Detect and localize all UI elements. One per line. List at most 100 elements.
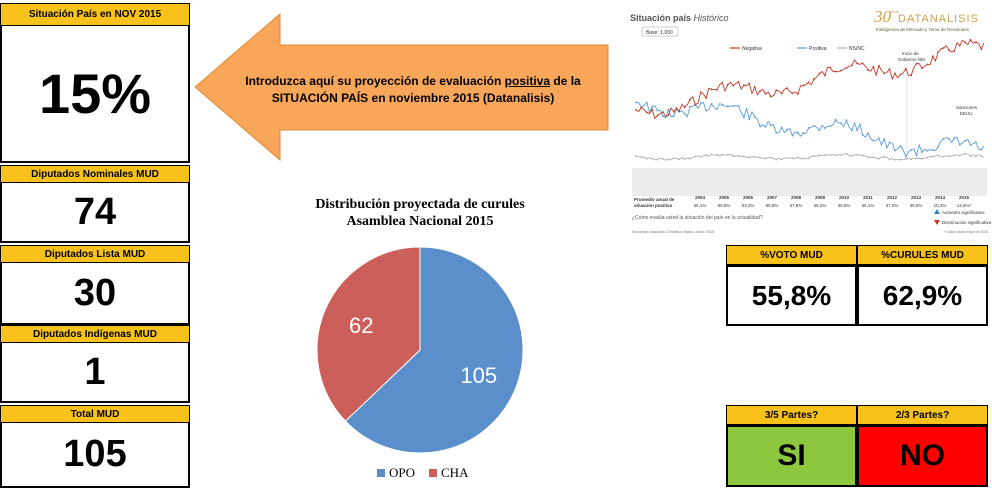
- hist-series-negativa-dot: [635, 108, 637, 111]
- hist-series-positiva-dot: [716, 108, 718, 110]
- hist-series-positiva-dot: [786, 128, 788, 131]
- dos-tercios-value[interactable]: NO: [857, 425, 988, 487]
- hist-series-nsnc-dot: [635, 155, 637, 157]
- hist-series-negativa-dot: [899, 73, 902, 76]
- hist-series-nsnc-dot: [964, 152, 967, 155]
- hist-series-positiva-dot: [710, 102, 713, 105]
- hist-series-negativa-dot: [937, 51, 940, 54]
- hist-year-average: 35,6%: [838, 203, 851, 208]
- hist-legend-nsnc: NS/NC: [849, 46, 865, 52]
- hist-series-negativa-dot: [656, 114, 659, 117]
- hist-year-average: 37,0%: [886, 203, 899, 208]
- hist-series-nsnc-dot: [662, 157, 664, 160]
- hist-series-negativa-dot: [867, 68, 869, 71]
- brand-tagline: Inteligencia de Mercado y Toma de Decisi…: [876, 27, 970, 32]
- hist-series-negativa-dot: [813, 78, 815, 80]
- hist-series-positiva-dot: [764, 125, 767, 128]
- hist-series-negativa-dot: [953, 50, 956, 52]
- hist-series-positiva-dot: [667, 108, 670, 111]
- voto-value[interactable]: 55,8%: [726, 265, 857, 326]
- hist-series-nsnc-dot: [721, 153, 724, 156]
- hist-series-positiva-dot: [975, 141, 977, 144]
- tres-quintos-header: 3/5 Partes?: [726, 405, 857, 425]
- lista-header: Diputados Lista MUD: [0, 245, 190, 263]
- hist-series-negativa-dot: [969, 39, 972, 41]
- hist-series-positiva-dot: [683, 112, 686, 115]
- hist-series-nsnc-dot: [877, 157, 880, 160]
- hist-series-nsnc-dot: [656, 158, 659, 161]
- indigenas-value[interactable]: 1: [0, 343, 190, 403]
- hist-row-label-1: Promedio anual de: [634, 197, 675, 202]
- hist-series-positiva-dot: [980, 148, 983, 151]
- total-value[interactable]: 105: [0, 423, 190, 488]
- hist-series-negativa-dot: [888, 68, 891, 70]
- brand-years: 30: [873, 7, 892, 26]
- hist-year-average: 14,6%*: [957, 203, 972, 208]
- hist-series-positiva-dot: [769, 124, 772, 127]
- hist-series-nsnc-dot: [910, 158, 913, 161]
- hist-series-negativa-dot: [737, 81, 740, 83]
- hist-series-positiva-dot: [883, 138, 886, 140]
- hist-series-positiva: [635, 101, 985, 158]
- hist-series-group: [635, 39, 985, 161]
- curules-value[interactable]: 62,9%: [857, 265, 988, 326]
- hist-series-positiva-dot: [845, 119, 848, 122]
- hist-series-nsnc-dot: [651, 157, 654, 160]
- hist-series-negativa-dot: [915, 62, 918, 65]
- hist-series-positiva-dot: [796, 131, 799, 134]
- hist-series-positiva-dot: [732, 105, 735, 107]
- hist-series-positiva-dot: [759, 125, 761, 128]
- nominales-header: Diputados Nominales MUD: [0, 165, 190, 183]
- hist-series-nsnc-dot: [975, 155, 977, 158]
- pie-slice-opo: [344, 246, 524, 454]
- hist-series-nsnc-dot: [672, 157, 675, 160]
- hist-series-negativa-dot: [710, 88, 713, 91]
- hist-series-negativa-dot: [948, 49, 950, 51]
- hist-year-label: 2013: [911, 195, 922, 200]
- hist-series-nsnc: [635, 153, 985, 161]
- hist-series-nsnc-dot: [953, 154, 956, 157]
- hist-series-positiva-dot: [743, 116, 745, 119]
- hist-series-negativa-dot: [872, 66, 875, 68]
- hist-series-nsnc-dot: [899, 158, 902, 161]
- hist-series-nsnc-dot: [802, 157, 805, 160]
- tres-quintos-value[interactable]: SI: [726, 425, 857, 487]
- hist-series-positiva-dot: [651, 105, 654, 108]
- hist-series-positiva-dot: [672, 115, 675, 118]
- hist-series-positiva-dot: [915, 154, 918, 157]
- hist-series-negativa-dot: [759, 90, 761, 92]
- hist-source-right: * Datos hasta mayo de 2015: [944, 230, 988, 234]
- situacion-value[interactable]: 15%: [0, 26, 190, 163]
- hist-series-positiva-dot: [942, 137, 945, 140]
- hist-year-label: 2014: [935, 195, 946, 200]
- hist-series-nsnc-dot: [743, 155, 745, 158]
- hist-series-nsnc-dot: [861, 154, 864, 157]
- legend-label-cha: CHA: [441, 465, 469, 480]
- hist-series-negativa-dot: [699, 91, 702, 94]
- hist-series-negativa-dot: [823, 74, 826, 77]
- arrow-polygon: [195, 12, 609, 162]
- hist-series-negativa-dot: [716, 88, 718, 91]
- hist-series-nsnc-dot: [640, 156, 643, 158]
- hist-series-nsnc-dot: [710, 153, 713, 156]
- hist-series-nsnc-dot: [678, 158, 681, 161]
- hist-series-nsnc-dot: [689, 157, 691, 160]
- hist-base: Base: 1.000: [646, 30, 673, 36]
- hist-year-average: 45,1%: [694, 203, 707, 208]
- pie-label-cha: 62: [349, 313, 373, 338]
- hist-series-negativa-dot: [726, 83, 729, 86]
- dos-tercios-header: 2/3 Partes?: [857, 405, 988, 425]
- hist-series-negativa-dot: [829, 66, 832, 69]
- legend-label-opo: OPO: [389, 465, 416, 480]
- hist-question: ¿Cómo evalúa usted la situación del país…: [632, 215, 763, 221]
- hist-year-label: 2008: [791, 195, 802, 200]
- hist-year-label: 2006: [743, 195, 754, 200]
- hist-year-average: 50,9%: [718, 203, 731, 208]
- hist-series-nsnc-dot: [915, 157, 918, 160]
- nominales-value[interactable]: 74: [0, 183, 190, 243]
- hist-series-nsnc-dot: [732, 155, 735, 157]
- arrow-text-line2: SITUACIÓN PAÍS en noviembre 2015 (Datana…: [271, 91, 555, 105]
- hist-series-negativa-dot: [980, 48, 983, 51]
- hist-series-negativa-dot: [786, 87, 788, 90]
- lista-value[interactable]: 30: [0, 263, 190, 325]
